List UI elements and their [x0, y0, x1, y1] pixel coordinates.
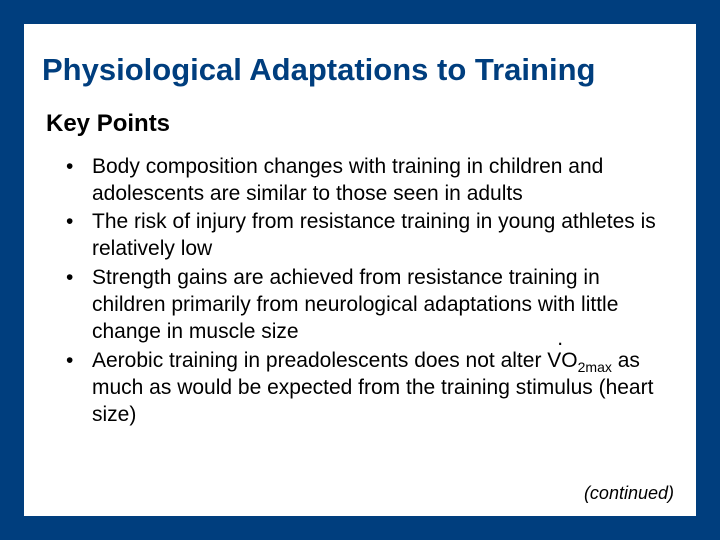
slide-container: Physiological Adaptations to Training Ke… — [0, 0, 720, 540]
bullet-list: Body composition changes with training i… — [24, 148, 696, 429]
list-item: Strength gains are achieved from resista… — [66, 265, 668, 346]
list-item: Aerobic training in preadolescents does … — [66, 348, 668, 429]
list-item: The risk of injury from resistance train… — [66, 209, 668, 263]
vo2-subscript: 2max — [578, 359, 612, 375]
slide-subtitle: Key Points — [24, 102, 696, 148]
bullet-text-pre: Aerobic training in preadolescents does … — [92, 349, 547, 372]
continued-label: (continued) — [584, 483, 674, 504]
vo2-symbol: VO — [547, 348, 577, 375]
slide-title: Physiological Adaptations to Training — [24, 24, 696, 102]
list-item: Body composition changes with training i… — [66, 154, 668, 208]
